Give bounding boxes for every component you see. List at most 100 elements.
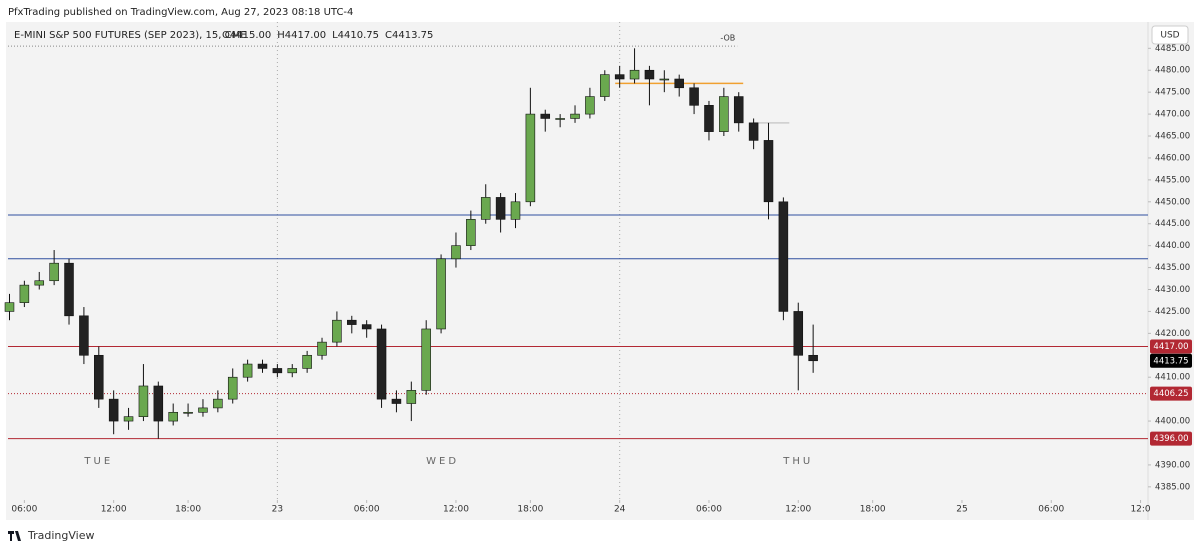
x-tick-label: 18:00 bbox=[860, 505, 886, 515]
candle-body bbox=[227, 376, 238, 400]
candle-body bbox=[257, 363, 268, 369]
candle-body bbox=[272, 368, 283, 374]
candle-body bbox=[347, 319, 357, 325]
candle-body bbox=[198, 407, 208, 413]
candle-body bbox=[495, 197, 506, 220]
y-tick-label: 4385.00 bbox=[1155, 482, 1190, 492]
candle-body bbox=[719, 96, 729, 132]
price-label-box bbox=[1150, 386, 1192, 401]
candle-body bbox=[600, 74, 610, 97]
x-tick-label: 18:00 bbox=[175, 505, 201, 515]
x-tick-label: 12:0 bbox=[1130, 505, 1150, 515]
y-tick-label: 4470.00 bbox=[1155, 110, 1190, 120]
candle-body bbox=[570, 113, 580, 119]
candle-body bbox=[108, 398, 119, 422]
candle-body bbox=[555, 118, 565, 120]
candle-body bbox=[138, 385, 149, 417]
candle-body bbox=[168, 411, 178, 422]
x-tick-label: 06:00 bbox=[696, 505, 722, 515]
y-tick-label: 4390.00 bbox=[1155, 460, 1190, 470]
candle-body bbox=[317, 341, 327, 356]
candle-body bbox=[19, 284, 30, 303]
y-tick-label: 4425.00 bbox=[1155, 307, 1190, 317]
candle-body bbox=[451, 245, 461, 260]
x-tick-label: 12:00 bbox=[443, 505, 469, 515]
y-tick-label: 4480.00 bbox=[1155, 66, 1190, 76]
y-tick-label: 4460.00 bbox=[1155, 153, 1190, 163]
candle-body bbox=[376, 328, 387, 400]
price-label: 4406.25 bbox=[1153, 389, 1188, 399]
candle-body bbox=[763, 140, 774, 203]
day-label: THU bbox=[782, 456, 813, 467]
price-label: 4417.00 bbox=[1153, 342, 1188, 352]
candle-body bbox=[123, 416, 134, 422]
candle-body bbox=[421, 328, 431, 391]
chart-panel bbox=[6, 22, 1194, 520]
logo bbox=[8, 531, 21, 541]
candle-body bbox=[391, 398, 402, 404]
candle-body bbox=[510, 201, 521, 220]
day-label: TUE bbox=[83, 456, 113, 467]
price-label-box bbox=[1150, 339, 1192, 354]
candle-body bbox=[49, 262, 59, 282]
y-tick-label: 4485.00 bbox=[1155, 44, 1190, 54]
y-tick-label: 4455.00 bbox=[1155, 175, 1190, 185]
candle-body bbox=[808, 354, 818, 362]
candle-body bbox=[34, 280, 45, 286]
header: PfxTrading published on TradingView.com,… bbox=[8, 7, 353, 18]
candle-body bbox=[302, 354, 312, 369]
ohlc-value: H4417.00 bbox=[277, 30, 326, 41]
candle-body bbox=[242, 363, 253, 378]
day-label: WED bbox=[426, 456, 459, 467]
candle-body bbox=[525, 113, 536, 203]
ohlc-value: O4415.00 bbox=[222, 30, 271, 41]
x-tick-label: 23 bbox=[272, 505, 283, 515]
candle-body bbox=[585, 96, 595, 115]
y-tick-label: 4475.00 bbox=[1155, 88, 1190, 98]
candle-body bbox=[213, 398, 223, 409]
candle-body bbox=[406, 390, 417, 404]
y-tick-label: 4445.00 bbox=[1155, 219, 1190, 229]
candle-body bbox=[689, 87, 699, 106]
candle-body bbox=[153, 385, 164, 422]
candle-body bbox=[540, 113, 551, 119]
x-tick-label: 24 bbox=[614, 505, 626, 515]
candle-body bbox=[287, 368, 298, 374]
x-tick-label: 12:00 bbox=[101, 505, 127, 515]
candle-body bbox=[629, 69, 640, 80]
candle-body bbox=[748, 122, 759, 141]
candle-body bbox=[659, 78, 670, 81]
y-tick-label: 4420.00 bbox=[1155, 329, 1190, 339]
candle-body bbox=[733, 96, 744, 124]
y-tick-label: 4450.00 bbox=[1155, 197, 1190, 207]
currency-button[interactable] bbox=[1151, 25, 1189, 45]
candle-body bbox=[644, 69, 655, 80]
y-tick-label: 4435.00 bbox=[1155, 263, 1190, 273]
symbol: E-MINI S&P 500 FUTURES (SEP 2023), 15, C… bbox=[14, 30, 247, 41]
candle-body bbox=[79, 315, 89, 356]
y-tick-label: 4465.00 bbox=[1155, 132, 1190, 142]
candle-body bbox=[704, 105, 714, 132]
candle-body bbox=[466, 219, 476, 246]
x-tick-label: 25 bbox=[956, 505, 967, 515]
price-label-box bbox=[1150, 431, 1192, 446]
candle-body bbox=[4, 302, 15, 312]
candle-body bbox=[64, 262, 74, 317]
candle-body bbox=[361, 324, 372, 330]
candle-body bbox=[332, 319, 342, 343]
x-tick-label: 06:00 bbox=[354, 505, 380, 515]
y-tick-label: 4400.00 bbox=[1155, 417, 1190, 427]
x-tick-label: 06:00 bbox=[11, 505, 37, 515]
candle-body bbox=[436, 258, 446, 330]
x-tick-label: 18:00 bbox=[517, 505, 543, 515]
ohlc-value: C4413.75 bbox=[385, 30, 433, 41]
y-tick-label: 4410.00 bbox=[1155, 373, 1190, 383]
ohlc-value: L4410.75 bbox=[332, 30, 379, 41]
currency-label[interactable]: USD bbox=[1160, 31, 1179, 41]
candle-body bbox=[614, 74, 625, 80]
x-tick-label: 06:00 bbox=[1038, 505, 1064, 515]
annotation-label: -OB bbox=[720, 34, 735, 43]
x-tick-label: 12:00 bbox=[785, 505, 811, 515]
footer: TradingView bbox=[27, 529, 94, 542]
